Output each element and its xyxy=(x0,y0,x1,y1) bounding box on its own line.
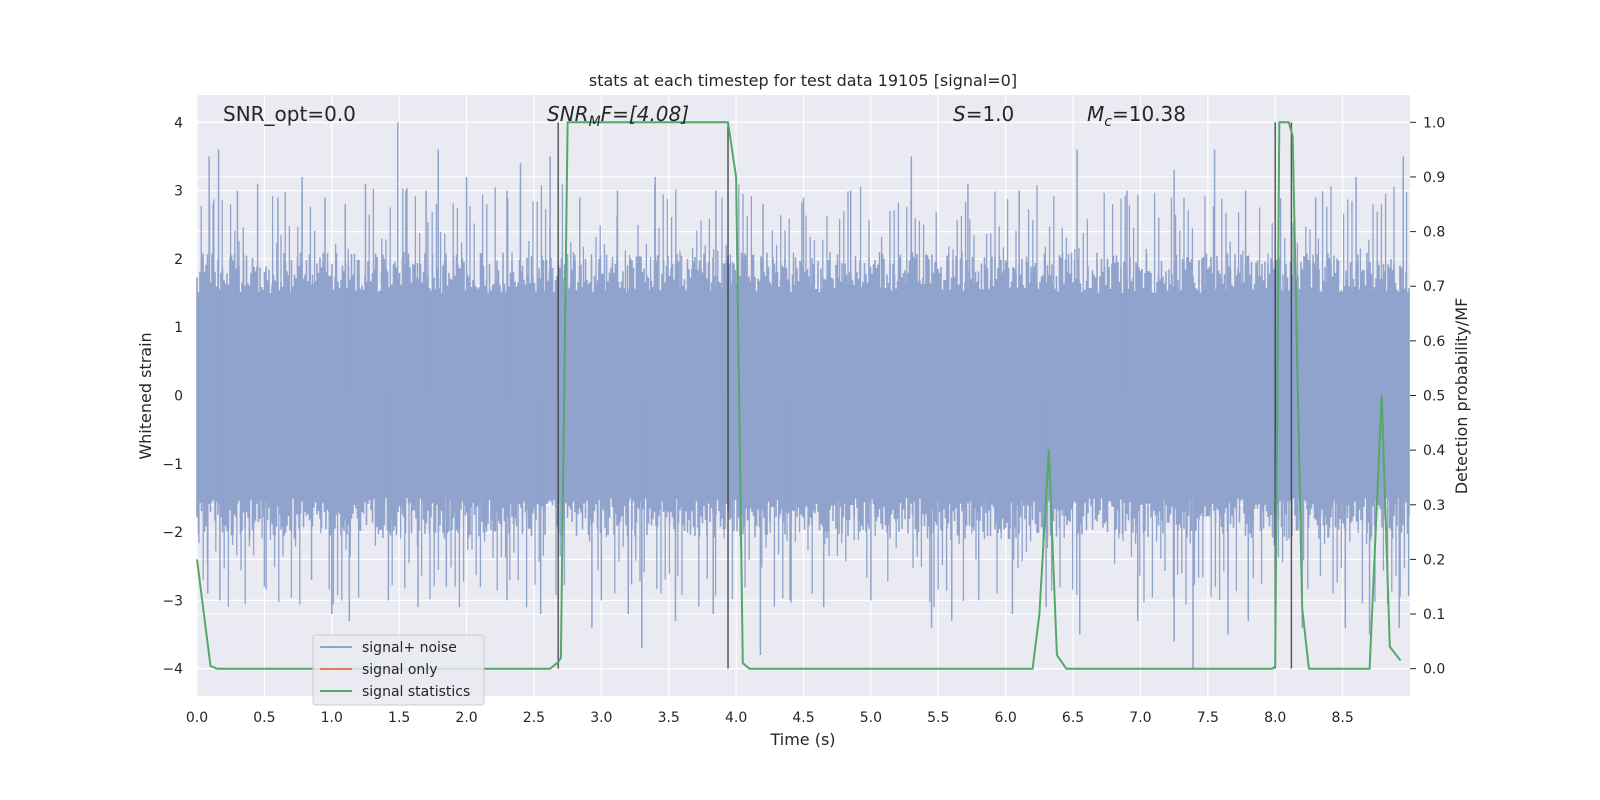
x-tick-label: 1.5 xyxy=(388,710,410,726)
y-left-tick-label: −2 xyxy=(162,525,183,541)
y-axis-label-left: Whitened strain xyxy=(136,332,155,459)
legend-entry-noise: signal+ noise xyxy=(362,640,457,656)
x-tick-label: 6.5 xyxy=(1062,710,1084,726)
y-right-tick-label: 0.3 xyxy=(1423,498,1445,514)
y-right-tick-label: 0.7 xyxy=(1423,279,1445,295)
annotation-snr-mf: SNRMF=[4.08] xyxy=(547,102,689,130)
y-right-tick-label: 1.0 xyxy=(1423,115,1445,131)
y-right-tick-label: 0.9 xyxy=(1423,170,1445,186)
x-tick-label: 0.5 xyxy=(253,710,275,726)
signal-statistics-series xyxy=(196,121,1402,670)
legend-entry-statistics: signal statistics xyxy=(362,684,470,700)
x-tick-label: 2.5 xyxy=(523,710,545,726)
x-tick-label: 7.5 xyxy=(1197,710,1219,726)
chart-title: stats at each timestep for test data 191… xyxy=(589,71,1017,90)
legend: signal+ noise signal only signal statist… xyxy=(312,634,485,706)
y-left-tick-label: 3 xyxy=(174,184,183,200)
annotation-snr-opt: SNR_opt=0.0 xyxy=(223,102,356,126)
y-left-tick-label: 1 xyxy=(174,320,183,336)
y-left-tick-label: −1 xyxy=(162,457,183,473)
x-tick-label: 4.5 xyxy=(792,710,814,726)
x-tick-label: 4.0 xyxy=(725,710,747,726)
x-tick-label: 1.0 xyxy=(321,710,343,726)
x-axis-ticks: 0.0 0.5 1.0 1.5 2.0 2.5 3.0 3.5 4.0 4.5 5.0 5.5 6.0 6… xyxy=(186,710,1354,726)
legend-box xyxy=(312,634,485,706)
y-left-axis-ticks: 4 3 2 1 0 −1 −2 −3 −4 xyxy=(162,115,183,677)
y-left-tick-label: −3 xyxy=(162,593,183,609)
y-right-tick-label: 0.1 xyxy=(1423,607,1445,623)
x-tick-label: 3.0 xyxy=(590,710,612,726)
y-right-tick-label: 0.4 xyxy=(1423,443,1445,459)
signal-noise-series xyxy=(196,122,1410,669)
annotation-mc: Mc=10.38 xyxy=(1087,102,1186,130)
y-left-tick-label: 4 xyxy=(174,115,183,131)
y-right-tick-label: 0.2 xyxy=(1423,552,1445,568)
y-right-tick-label: 0.6 xyxy=(1423,334,1445,350)
x-tick-label: 2.0 xyxy=(455,710,477,726)
legend-entry-signal-only: signal only xyxy=(362,662,437,678)
y-axis-label-right: Detection probability/MF xyxy=(1452,298,1471,495)
y-right-tick-label: 0.0 xyxy=(1423,662,1445,678)
y-right-axis-ticks: 1.0 0.9 0.8 0.7 0.6 0.5 0.4 0.3 0.2 0.1 0.0 xyxy=(1410,115,1445,678)
y-left-tick-label: −4 xyxy=(162,662,183,678)
y-left-tick-label: 0 xyxy=(174,389,183,405)
x-tick-label: 5.5 xyxy=(927,710,949,726)
x-tick-label: 3.5 xyxy=(658,710,680,726)
x-axis-label: Time (s) xyxy=(769,730,835,749)
x-tick-label: 5.0 xyxy=(860,710,882,726)
x-tick-label: 7.0 xyxy=(1129,710,1151,726)
x-tick-label: 8.0 xyxy=(1264,710,1286,726)
signal-statistics-line xyxy=(196,121,1402,670)
x-tick-label: 0.0 xyxy=(186,710,208,726)
x-tick-label: 6.0 xyxy=(995,710,1017,726)
x-tick-label: 8.5 xyxy=(1331,710,1353,726)
y-right-tick-label: 0.8 xyxy=(1423,225,1445,241)
y-right-tick-label: 0.5 xyxy=(1423,389,1445,405)
annotation-s: S=1.0 xyxy=(953,102,1014,126)
y-left-tick-label: 2 xyxy=(174,252,183,268)
